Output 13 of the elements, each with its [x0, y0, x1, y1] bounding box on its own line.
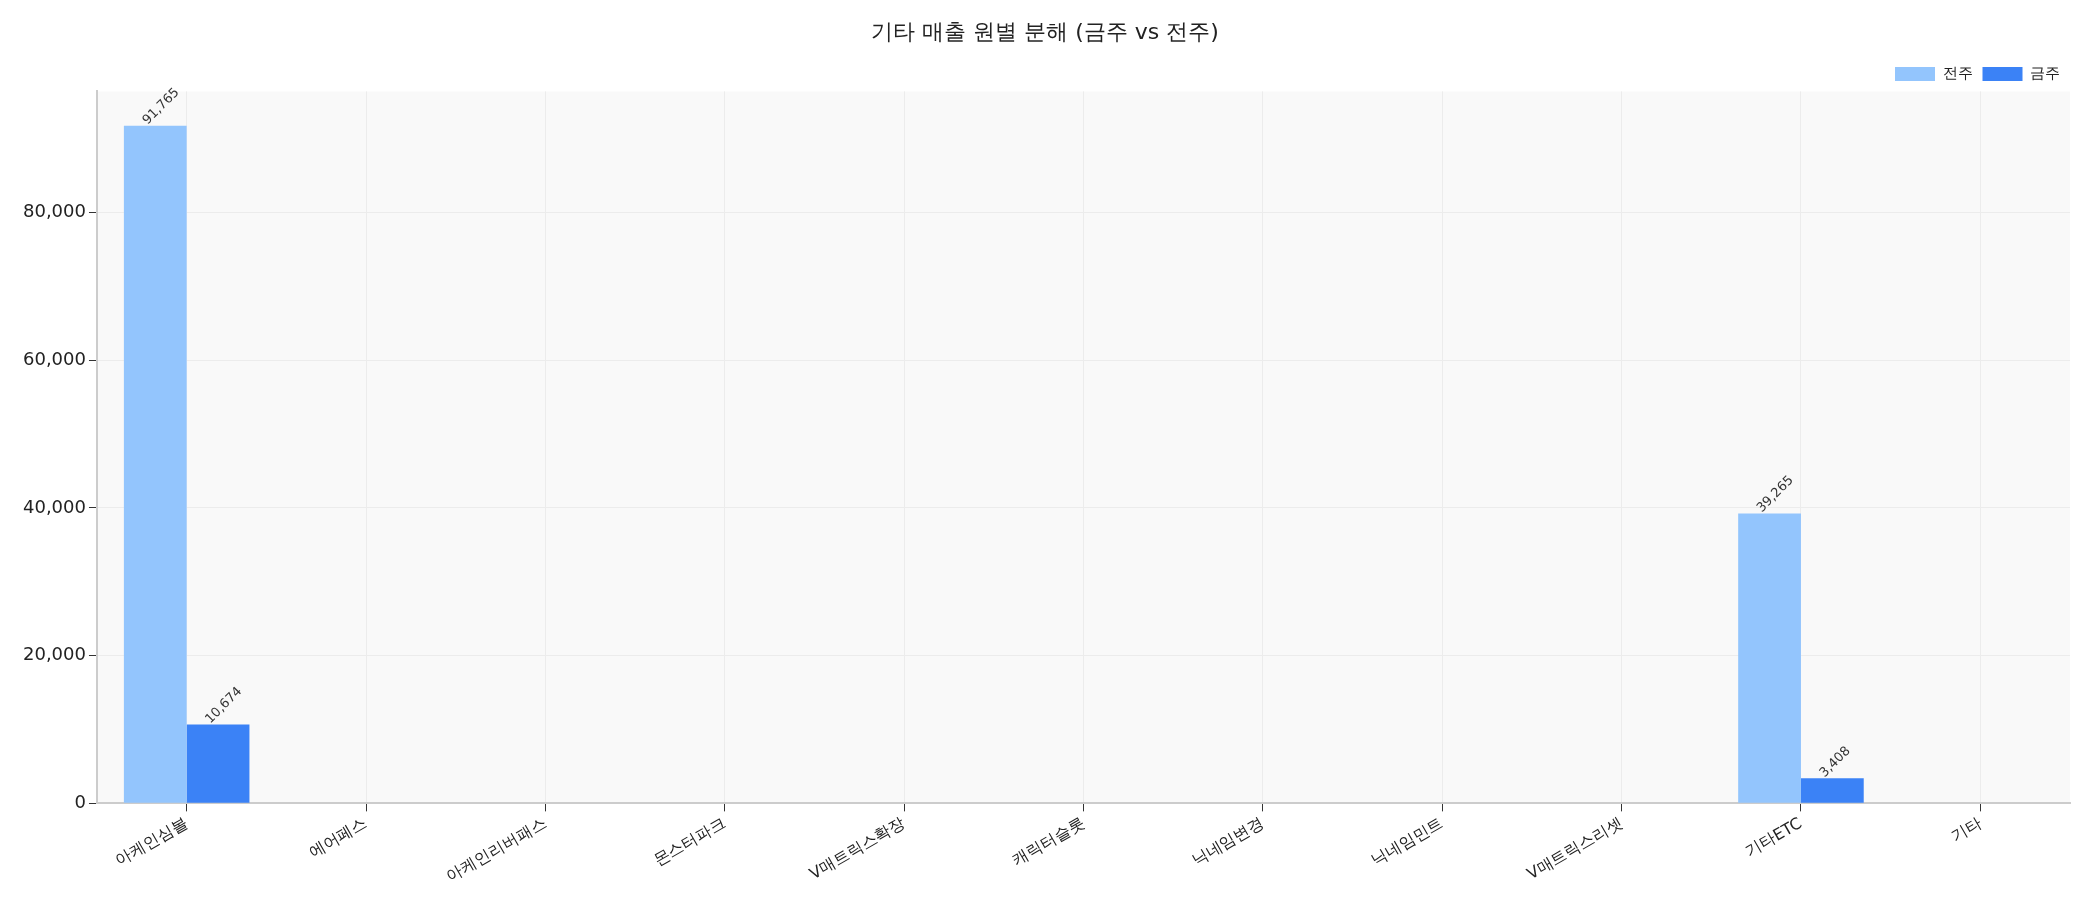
- legend-label: 전주: [1942, 63, 1973, 82]
- bar: [1800, 778, 1864, 803]
- chart-title: 기타 매출 원별 분해 (금주 vs 전주): [871, 18, 1219, 44]
- bar: [1738, 513, 1801, 803]
- y-tick-label: 20,000: [23, 643, 86, 665]
- legend-label: 금주: [2030, 63, 2060, 82]
- y-tick-label: 60,000: [23, 347, 86, 369]
- y-tick-label: 80,000: [23, 200, 86, 222]
- bar: [186, 724, 250, 803]
- x-tick-label: 기타: [1947, 813, 1985, 846]
- bar: [123, 125, 187, 803]
- y-tick-label: 40,000: [23, 495, 86, 517]
- y-tick-label: 0: [74, 791, 86, 813]
